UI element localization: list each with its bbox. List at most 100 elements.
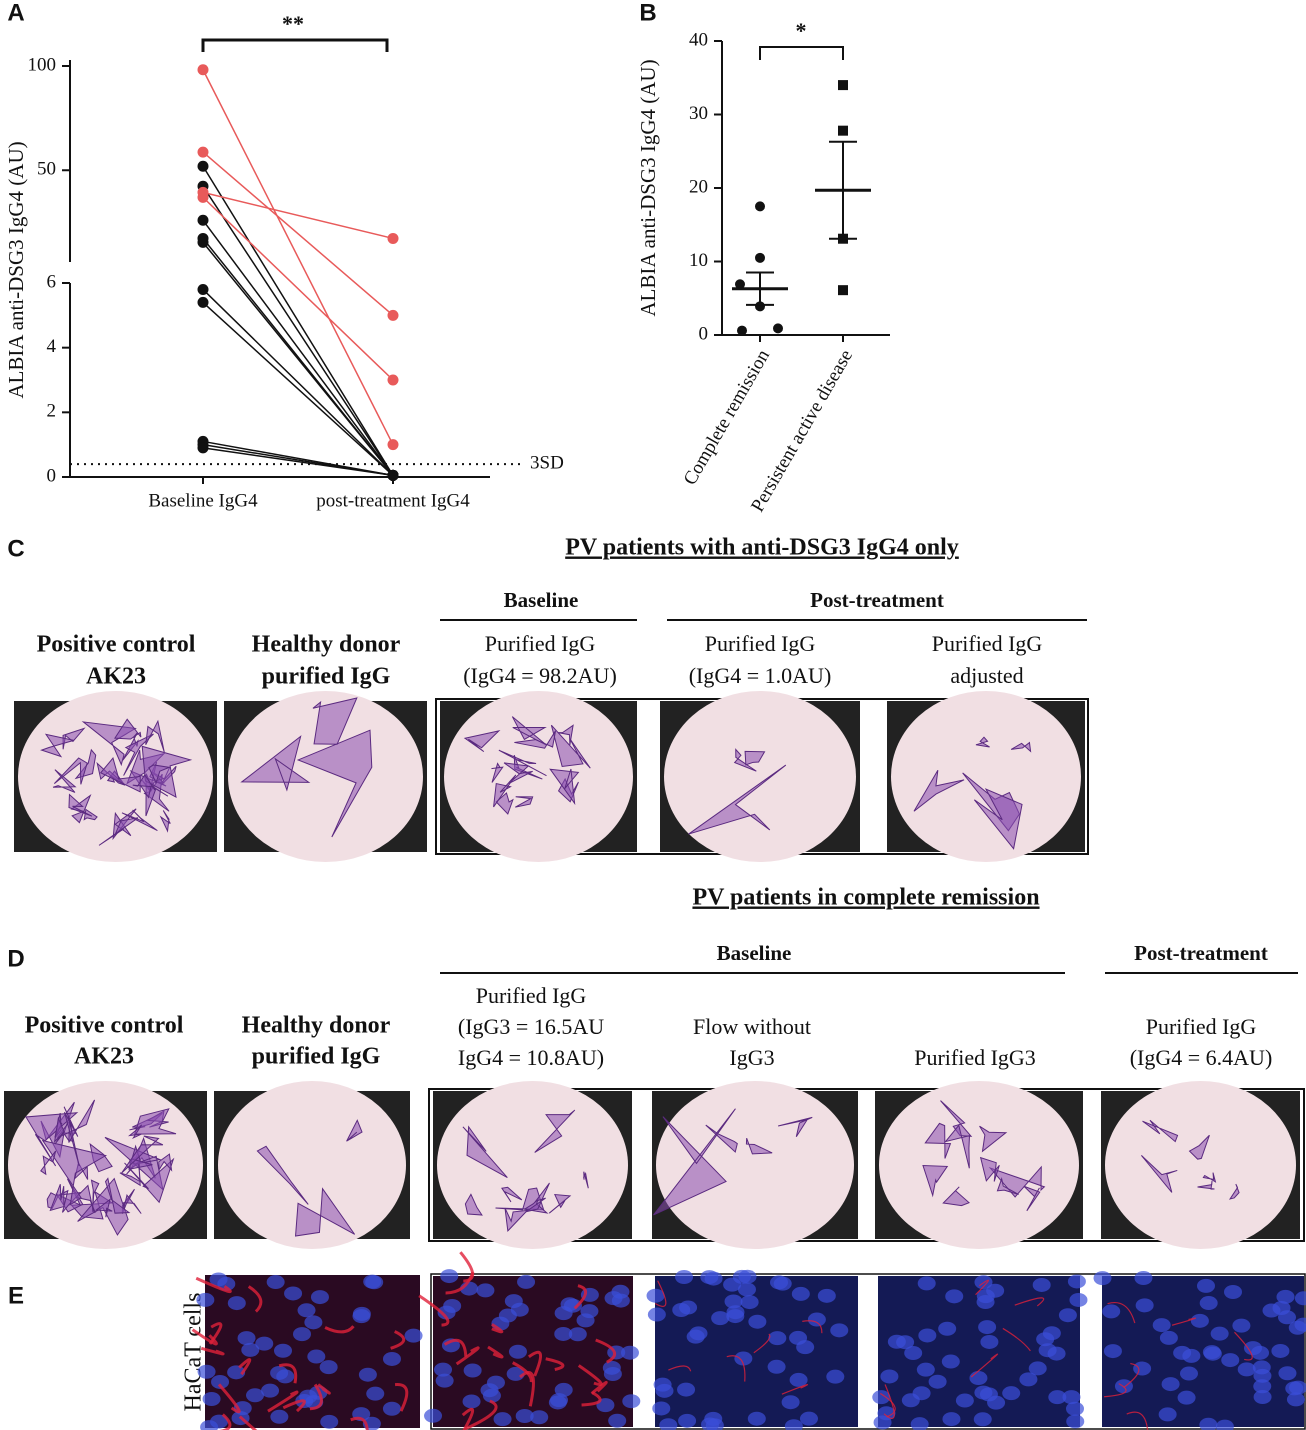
- label: 30: [689, 103, 708, 124]
- nucleus: [646, 1288, 665, 1303]
- nucleus: [270, 1365, 289, 1380]
- nucleus: [955, 1393, 974, 1408]
- nucleus: [1278, 1366, 1297, 1381]
- nucleus: [1251, 1345, 1270, 1360]
- membrane-stain: [1002, 1327, 1031, 1352]
- nucleus: [918, 1328, 937, 1343]
- membrane-stain: [654, 1280, 667, 1308]
- membrane-stain: [282, 1399, 306, 1413]
- nucleus: [1134, 1271, 1153, 1286]
- nucleus: [1028, 1361, 1047, 1376]
- well: [444, 691, 633, 862]
- nucleus: [877, 1406, 896, 1421]
- nucleus: [620, 1345, 639, 1360]
- nucleus: [241, 1342, 260, 1357]
- nucleus: [705, 1418, 724, 1430]
- nucleus: [227, 1296, 246, 1311]
- tissue-fragment: [1010, 741, 1032, 753]
- membrane-stain: [781, 1383, 808, 1395]
- tissue-fragment: [493, 774, 517, 808]
- membrane-stain: [1123, 1362, 1140, 1389]
- point: [387, 309, 399, 321]
- nucleus: [652, 1401, 671, 1416]
- well: [879, 1081, 1079, 1249]
- nucleus: [1036, 1332, 1055, 1347]
- nucleus: [974, 1385, 993, 1400]
- label: Purified IgG: [485, 631, 596, 656]
- tissue-fragment: [95, 1198, 113, 1218]
- nucleus: [767, 1359, 786, 1374]
- label: *: [796, 18, 807, 43]
- nucleus: [1177, 1390, 1196, 1405]
- membrane-stain: [200, 1346, 225, 1356]
- membrane-stain: [455, 1346, 480, 1366]
- well: [437, 1081, 628, 1249]
- nucleus: [1065, 1401, 1084, 1416]
- tissue-fragment: [550, 724, 591, 769]
- label: 3SD: [530, 452, 564, 473]
- tissue-fragment: [52, 769, 77, 793]
- nucleus: [602, 1360, 621, 1375]
- label: E: [8, 1282, 24, 1309]
- point: [197, 442, 209, 454]
- point: [387, 232, 399, 244]
- nucleus: [672, 1303, 691, 1318]
- tissue-fragment: [501, 1186, 523, 1203]
- label: IgG4 = 10.8AU): [458, 1045, 604, 1070]
- nucleus: [978, 1320, 997, 1335]
- pair-line: [202, 288, 394, 476]
- nucleus: [817, 1288, 836, 1303]
- nucleus: [1253, 1379, 1272, 1394]
- nucleus: [310, 1290, 329, 1305]
- nucleus: [284, 1286, 303, 1301]
- label: Positive control: [37, 632, 196, 658]
- nucleus: [273, 1343, 292, 1358]
- tissue-fragment: [68, 793, 93, 817]
- nucleus: [227, 1365, 246, 1380]
- tissue-fragment: [557, 724, 574, 746]
- nucleus: [493, 1412, 512, 1427]
- pair-line: [202, 165, 394, 476]
- nucleus: [689, 1326, 708, 1341]
- label: 0: [699, 323, 709, 344]
- nucleus: [443, 1298, 462, 1313]
- tissue-fragment: [913, 769, 965, 812]
- nucleus: [1190, 1313, 1209, 1328]
- label: **: [282, 11, 304, 36]
- nucleus: [938, 1321, 957, 1336]
- nucleus: [1237, 1362, 1256, 1377]
- tissue-fragment: [491, 762, 504, 783]
- tissue-fragment: [464, 1193, 483, 1216]
- nucleus: [202, 1392, 221, 1407]
- nucleus: [1066, 1414, 1085, 1429]
- nucleus: [1210, 1326, 1229, 1341]
- nucleus: [734, 1351, 753, 1366]
- membrane-stain: [278, 1363, 298, 1384]
- nucleus: [910, 1417, 929, 1430]
- membrane-stain: [350, 1416, 369, 1430]
- nucleus: [550, 1393, 569, 1408]
- nucleus: [980, 1334, 999, 1349]
- membrane-stain: [668, 1365, 692, 1372]
- tissue-fragment: [25, 1112, 79, 1167]
- nucleus: [1285, 1381, 1304, 1396]
- label: 50: [37, 159, 56, 180]
- membrane-stain: [1126, 1411, 1149, 1430]
- tissue-fragment: [134, 1108, 177, 1135]
- nucleus: [677, 1382, 696, 1397]
- tissue-fragment: [53, 1116, 66, 1145]
- nucleus: [1173, 1345, 1192, 1360]
- nucleus: [196, 1292, 215, 1307]
- tissue-fragment: [944, 1124, 971, 1169]
- tissue-fragment: [534, 1109, 576, 1153]
- nucleus: [580, 1304, 599, 1319]
- nucleus: [791, 1286, 810, 1301]
- nucleus: [1159, 1330, 1178, 1345]
- nucleus: [217, 1276, 236, 1291]
- membrane-stain: [218, 1413, 232, 1430]
- nucleus: [261, 1383, 280, 1398]
- nucleus: [1294, 1291, 1306, 1306]
- nucleus: [255, 1336, 274, 1351]
- nucleus: [740, 1295, 759, 1310]
- pair-line: [202, 191, 394, 240]
